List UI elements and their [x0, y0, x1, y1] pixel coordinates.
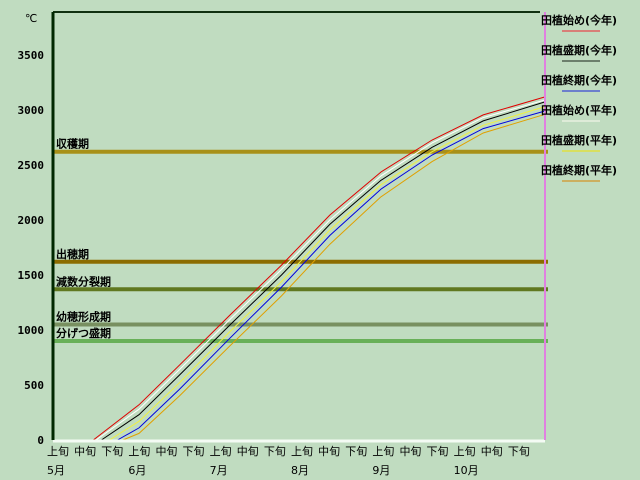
series-line-3 — [95, 99, 546, 441]
legend-label: 田植終期(今年) — [541, 73, 617, 87]
series-line-4 — [109, 106, 546, 441]
y-tick-label: 2500 — [18, 159, 45, 172]
x-period-label: 中旬 — [237, 445, 259, 458]
series-line-1 — [101, 101, 546, 441]
x-period-label: 下旬 — [345, 445, 367, 458]
x-month-label: 7月 — [210, 464, 228, 477]
threshold-label: 出穂期 — [56, 247, 89, 261]
series-lines — [92, 96, 546, 441]
series-line-0 — [92, 96, 546, 441]
x-period-label: 下旬 — [264, 445, 286, 458]
x-period-label: 上旬 — [128, 445, 150, 458]
axes: ℃0500100015002000250030003500上旬 中旬 下旬 上旬 中旬下… — [18, 11, 546, 477]
y-tick-label: 3000 — [18, 104, 45, 117]
y-axis-unit: ℃ — [25, 12, 37, 25]
x-period-label: 中旬 — [155, 445, 177, 458]
y-tick-label: 500 — [24, 379, 44, 392]
legend-label: 田植盛期(今年) — [541, 43, 617, 57]
legend-label: 田植始め(今年) — [541, 13, 617, 27]
y-tick-label: 3500 — [18, 49, 45, 62]
threshold-label: 分げつ盛期 — [56, 326, 111, 340]
x-period-label: 上旬 — [291, 445, 313, 458]
y-tick-label: 0 — [37, 434, 44, 447]
x-period-label: 上旬 — [47, 445, 69, 458]
x-month-label: 10月 — [454, 464, 479, 477]
y-tick-label: 2000 — [18, 214, 45, 227]
x-month-label: 9月 — [372, 464, 390, 477]
series-line-2 — [117, 110, 546, 441]
x-period-label: 中旬 — [318, 445, 340, 458]
x-period-label: 中旬 — [399, 445, 421, 458]
x-period-label: 上旬 — [454, 445, 476, 458]
threshold-label: 幼穂形成期 — [56, 309, 111, 323]
x-period-label: 下旬 — [183, 445, 205, 458]
x-period-label: 中旬 — [74, 445, 96, 458]
x-month-label: 5月 — [47, 464, 65, 477]
x-period-label: 上旬 — [210, 445, 232, 458]
y-tick-label: 1000 — [18, 324, 45, 337]
x-period-label: 下旬 — [427, 445, 449, 458]
threshold-label: 減数分裂期 — [56, 274, 111, 288]
y-tick-label: 1500 — [18, 269, 45, 282]
x-month-label: 6月 — [128, 464, 146, 477]
legend-label: 田植盛期(平年) — [541, 133, 617, 147]
threshold-label: 収穫期 — [56, 137, 89, 151]
x-period-label: 下旬 — [508, 445, 530, 458]
x-period-label: 中旬 — [481, 445, 503, 458]
series-line-5 — [122, 113, 546, 441]
x-period-label: 下旬 — [101, 445, 123, 458]
legend-label: 田植終期(平年) — [541, 163, 617, 177]
x-month-label: 8月 — [291, 464, 309, 477]
legend: 田植始め(今年) 田植盛期(今年) 田植終期(今年) 田植始め(平年) 田植盛期(平年)… — [541, 13, 617, 182]
x-period-label: 上旬 — [372, 445, 394, 458]
legend-label: 田植始め(平年) — [541, 103, 617, 117]
